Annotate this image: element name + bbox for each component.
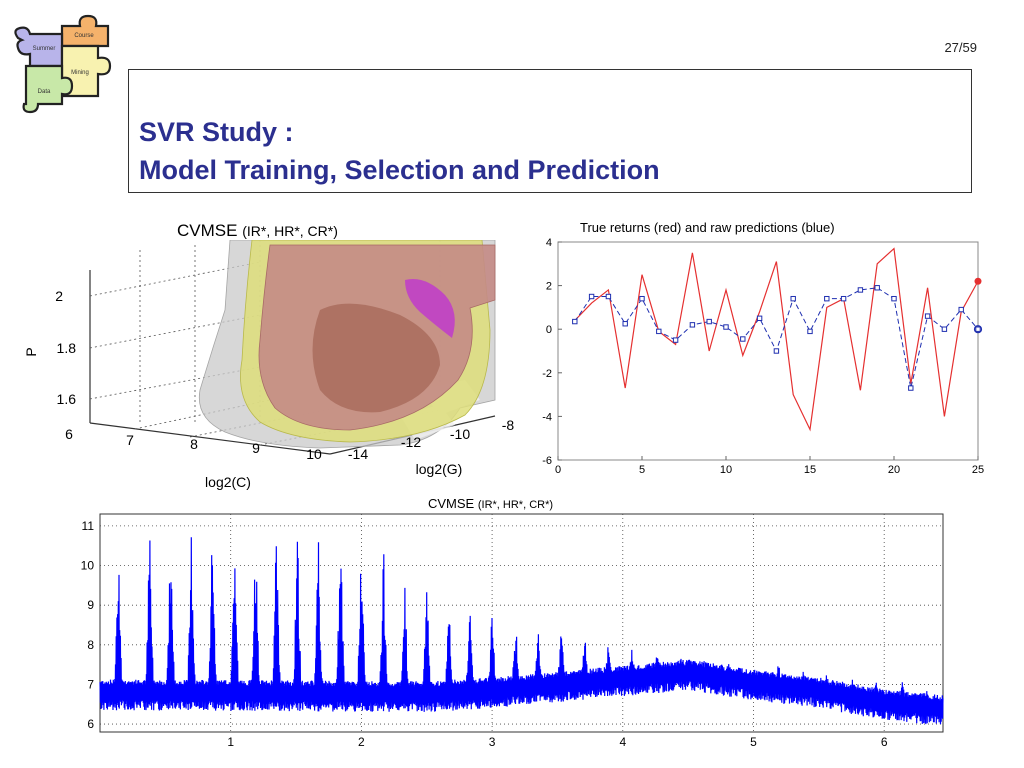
logo-label-summer: Summer [33,46,56,52]
surface-y-tick: -10 [450,426,470,442]
surface-axis-x [89,422,331,455]
cvmse-x-tick-label: 1 [227,735,234,749]
logo-label-data: Data [38,89,51,95]
prediction-marker [790,295,796,302]
surface-z-tick: 1.8 [57,340,77,356]
returns-x-tick-label: 15 [804,464,816,476]
prediction-marker [857,287,864,293]
returns-x-tick-label: 25 [972,464,984,476]
cvmse-y-tick-label: 9 [87,598,94,612]
prediction-marker [840,295,847,302]
prediction-marker [756,315,763,321]
prediction-marker [672,337,679,343]
prediction-marker [740,336,746,342]
cvmse-x-tick-label: 5 [750,735,757,749]
prediction-marker [941,326,948,332]
surface-y-tick: -8 [502,417,515,433]
prediction-marker [773,348,780,354]
surface-x-tick: 6 [65,426,73,442]
prediction-marker [723,324,729,330]
cvmse-trace-title-sub: (IR*, HR*, CR*) [477,499,554,511]
surface-grid-line [89,314,261,349]
prediction-marker [656,328,662,335]
prediction-marker [588,293,595,300]
surface-layer-magenta [405,279,455,338]
returns-x-tick-label: 0 [555,464,561,476]
prediction-marker [639,295,645,302]
cvmse-x-tick-label: 2 [358,735,365,749]
returns-x-tick-label: 20 [888,464,900,476]
prediction-marker [874,285,880,291]
returns-y-tick-label: 0 [546,324,552,336]
surface-y-tick: -14 [348,446,368,462]
cvmse-y-tick-label: 7 [87,677,94,691]
surface-z-label: P [23,347,39,356]
returns-chart-title: True returns (red) and raw predictions (… [580,220,835,235]
prediction-marker [706,318,712,325]
slide-title-line1: SVR Study : [139,117,294,147]
surface-z-tick: 1.6 [57,391,77,407]
prediction-marker [975,326,981,332]
cvmse-trace-title: CVMSE (IR*, HR*, CR*) [428,496,553,511]
returns-x-tick-label: 10 [720,464,732,476]
surface-x-tick: 8 [190,436,198,452]
returns-x-tick-label: 5 [639,464,645,476]
cvmse-y-tick-label: 11 [82,519,95,533]
cvmse-trace-chart: 1 2 3 4 5 6 6 7 8 9 10 11 [81,513,944,749]
prediction-marker [605,293,612,300]
cvmse-y-tick-label: 6 [87,717,94,731]
surface-y-label: log2(G) [416,461,463,477]
puzzle-piece-course [60,14,110,48]
surface-grid-line [89,261,261,297]
cvmse-x-tick-label: 4 [619,735,626,749]
cvmse-y-tick-label: 8 [87,638,94,652]
surface-y-tick: -12 [401,434,421,450]
prediction-marker [807,328,813,335]
surface-x-label: log2(C) [205,474,251,490]
slide-title-box: SVR Study : Model Training, Selection an… [128,69,972,193]
surface-grid-line [89,366,261,400]
returns-y-tick-label: 2 [546,281,552,293]
prediction-marker [958,306,964,313]
logo-label-course: Course [74,33,94,39]
surface-z-tick: 2 [55,288,63,304]
surface-chart-title-main: CVMSE [177,221,238,240]
prediction-marker [924,313,931,319]
cvmse-surface-chart: 2 1.8 1.6 P 6 7 8 9 10 log2(C) -14 -12 -… [23,240,515,490]
summer-course-puzzle-logo: Course Summer Mining Data [14,14,112,114]
puzzle-piece-data [22,64,74,114]
true-returns-series [574,247,979,432]
prediction-marker [908,385,914,391]
true-return-current-marker [974,277,982,285]
slide-title-line2: Model Training, Selection and Prediction [139,155,660,185]
surface-x-tick: 7 [126,432,134,448]
returns-y-tick-label: -6 [542,455,552,467]
page-number: 27/59 [944,40,977,55]
returns-line-chart: 0 5 10 15 20 25 -6 -4 -2 0 2 4 [542,238,984,476]
surface-x-tick: 9 [252,440,260,456]
prediction-marker [622,321,628,327]
surface-chart-title-sub: (IR*, HR*, CR*) [242,223,338,239]
prediction-marker [891,295,897,302]
prediction-marker [689,322,696,328]
prediction-marker [824,295,830,302]
returns-y-tick-label: -2 [542,368,552,380]
cvmse-x-tick-label: 6 [881,735,888,749]
surface-chart-title: CVMSE (IR*, HR*, CR*) [177,221,338,241]
prediction-marker [572,318,578,325]
returns-y-tick-label: 4 [546,238,552,249]
surface-x-tick: 10 [306,446,322,462]
prediction-current-marker [973,325,983,334]
cvmse-y-tick-label: 10 [81,559,95,573]
cvmse-trace-series [99,537,944,725]
puzzle-piece-mining [60,44,112,98]
logo-label-mining: Mining [71,70,89,76]
returns-y-tick-label: -4 [542,411,552,423]
returns-plot-frame [557,241,979,461]
cvmse-x-tick-label: 3 [489,735,496,749]
cvmse-trace-title-main: CVMSE [428,496,475,511]
surface-layer-brown [312,303,440,413]
